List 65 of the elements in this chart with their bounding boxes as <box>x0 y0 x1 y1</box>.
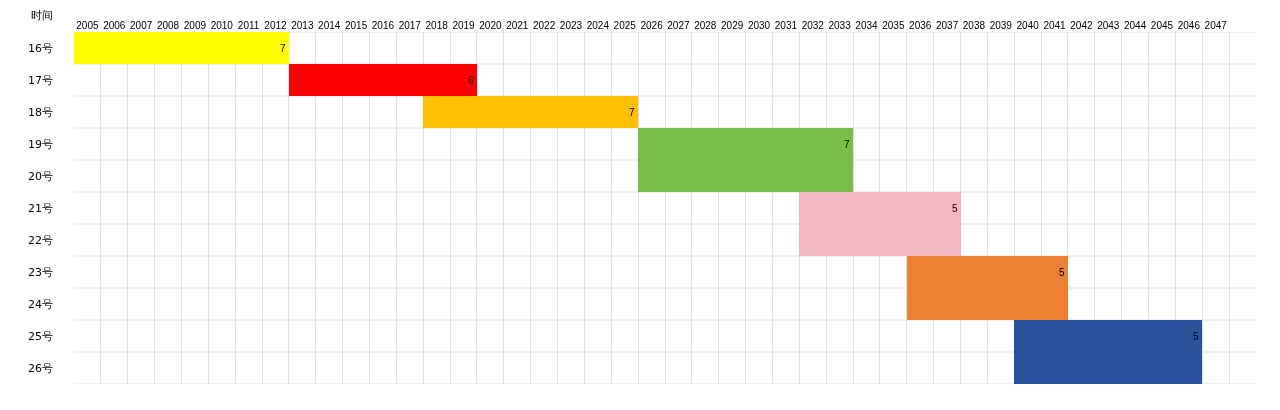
y-tick-label: 20号 <box>28 169 53 183</box>
x-tick-label: 2012 <box>264 20 288 31</box>
y-axis-title: 时间 <box>31 9 53 22</box>
x-tick-label: 2018 <box>425 20 449 31</box>
y-tick-label: 17号 <box>28 73 53 87</box>
x-tick-label: 2047 <box>1204 20 1228 31</box>
y-tick-label: 22号 <box>28 233 53 247</box>
annotation: 7 <box>280 43 286 54</box>
x-tick-label: 2037 <box>935 20 959 31</box>
bar <box>288 64 477 96</box>
x-tick-label: 2021 <box>506 20 529 31</box>
y-tick-label: 26号 <box>28 361 53 375</box>
x-tick-label: 2033 <box>828 20 852 31</box>
x-tick-label: 2008 <box>156 20 180 31</box>
x-tick-label: 2014 <box>318 20 341 31</box>
annotation: 5 <box>952 203 958 214</box>
x-tick-label: 2031 <box>774 20 798 31</box>
x-tick-label: 2035 <box>882 20 905 31</box>
y-tick-label: 18号 <box>28 105 53 119</box>
x-tick-label: 2032 <box>801 20 825 31</box>
x-tick-label: 2006 <box>103 20 126 31</box>
x-tick-label: 2020 <box>479 20 502 31</box>
x-tick-label: 2010 <box>210 20 234 31</box>
annotation: 7 <box>844 139 850 150</box>
x-tick-label: 2041 <box>1043 20 1067 31</box>
x-tick-label: 2029 <box>721 20 744 31</box>
x-tick-label: 2046 <box>1177 20 1201 31</box>
x-tick-label: 2024 <box>586 20 610 31</box>
y-tick-label: 25号 <box>28 329 53 343</box>
x-tick-label: 2030 <box>747 20 771 31</box>
x-tick-label: 2007 <box>130 20 153 31</box>
bar <box>423 96 639 128</box>
y-tick-label: 21号 <box>28 201 53 215</box>
x-tick-label: 2036 <box>909 20 932 31</box>
x-tick-label: 2043 <box>1097 20 1120 31</box>
x-tick-label: 2025 <box>613 20 637 31</box>
x-tick-label: 2013 <box>291 20 314 31</box>
x-tick-label: 2034 <box>855 20 879 31</box>
x-tick-label: 2011 <box>237 20 260 31</box>
annotation: 6 <box>468 75 474 86</box>
x-tick-label: 2016 <box>371 20 395 31</box>
x-tick-label: 2039 <box>989 20 1013 31</box>
x-tick-label: 2042 <box>1070 20 1093 31</box>
annotation: 7 <box>629 107 635 118</box>
annotation: 5 <box>1059 267 1065 278</box>
x-tick-label: 2026 <box>640 20 664 31</box>
x-tick-label: 2005 <box>76 20 99 31</box>
x-tick-label: 2045 <box>1150 20 1174 31</box>
y-tick-label: 24号 <box>28 297 53 311</box>
x-tick-label: 2023 <box>559 20 583 31</box>
x-tick-label: 2022 <box>532 20 556 31</box>
x-tick-label: 2044 <box>1123 20 1147 31</box>
x-tick-label: 2027 <box>667 20 690 31</box>
x-tick-label: 2038 <box>962 20 986 31</box>
x-tick-label: 2017 <box>398 20 422 31</box>
x-tick-label: 2015 <box>344 20 368 31</box>
x-tick-label: 2028 <box>694 20 717 31</box>
x-tick-label: 2009 <box>183 20 207 31</box>
y-tick-label: 16号 <box>28 41 53 55</box>
bar <box>74 32 289 64</box>
x-tick-label: 2019 <box>452 20 476 31</box>
x-tick-label: 2040 <box>1016 20 1040 31</box>
y-tick-label: 23号 <box>28 265 53 279</box>
annotation: 5 <box>1193 331 1199 342</box>
y-tick-label: 19号 <box>28 137 53 151</box>
